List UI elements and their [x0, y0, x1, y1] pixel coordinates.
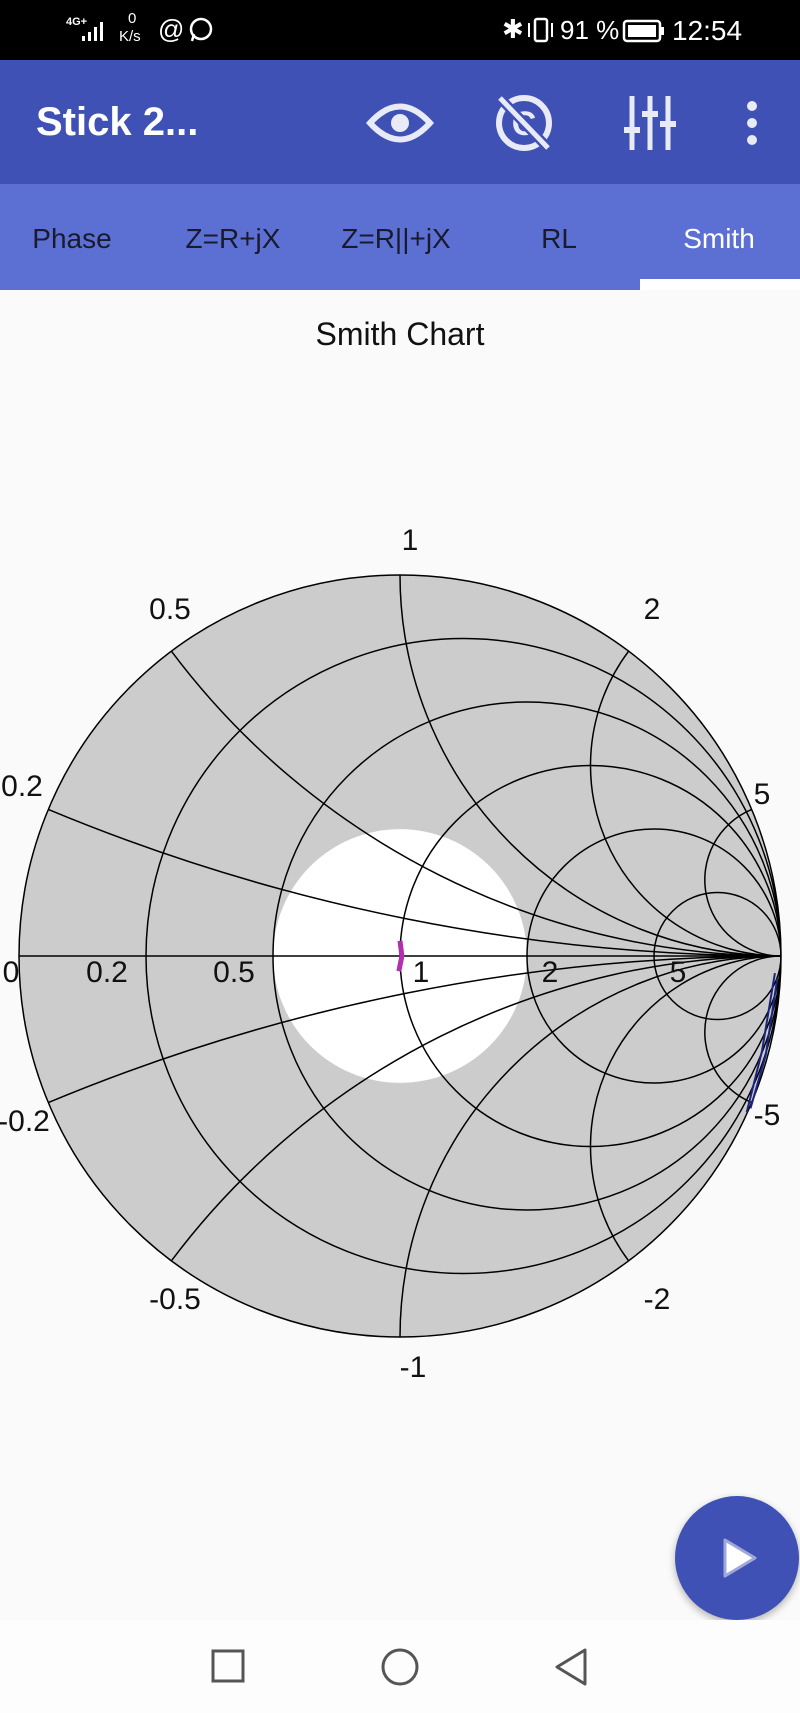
reactance-arc--1 — [399, 955, 781, 1337]
back-triangle-icon[interactable] — [552, 1647, 592, 1687]
reactance-arc-0.2 — [48, 808, 781, 957]
tab-rl[interactable]: RL — [541, 223, 577, 254]
app-bar: Stick 2... C — [0, 60, 800, 184]
eye-icon[interactable] — [366, 98, 434, 148]
chart-title: Smith Chart — [315, 316, 485, 352]
x-label-0.5: 0.5 — [149, 593, 191, 626]
reactance-arc--0.5 — [170, 955, 781, 1262]
reactance-arc--5 — [704, 955, 781, 1104]
resistance-circle-5 — [653, 891, 781, 1021]
resistance-circle-0.2 — [145, 637, 781, 1275]
x-label-neg0.5: -0.5 — [149, 1283, 201, 1316]
at-icon: @ — [158, 14, 185, 44]
r-label-0.5: 0.5 — [213, 956, 255, 989]
reactance-arc-5 — [704, 808, 781, 957]
no-c-icon[interactable]: C — [490, 90, 558, 156]
r-label-5: 5 — [670, 956, 687, 989]
home-circle-icon[interactable] — [380, 1647, 420, 1687]
x-label-neg0.2: -0.2 — [0, 1105, 50, 1138]
tab-bar: Phase Z=R+jX Z=R||+jX RL Smith — [0, 184, 800, 290]
r-label-0: 0 — [3, 956, 20, 989]
x-label-neg1: -1 — [400, 1351, 427, 1384]
battery-icon — [622, 19, 664, 43]
x-label-1: 1 — [402, 524, 419, 557]
recents-square-icon[interactable] — [210, 1648, 246, 1684]
tab-indicator — [640, 279, 800, 290]
x-label-5: 5 — [754, 778, 771, 811]
tab-z-parallel[interactable]: Z=R||+jX — [341, 223, 451, 254]
r-label-2: 2 — [542, 956, 559, 989]
resistance-circle-0.5 — [272, 701, 781, 1211]
reactance-arc--2 — [589, 955, 781, 1262]
reactance-arc-1 — [399, 575, 781, 957]
signal-bars-icon — [82, 22, 103, 41]
tab-z-series[interactable]: Z=R+jX — [185, 223, 281, 254]
signal-icon: 4G+ — [66, 16, 88, 28]
tab-phase[interactable]: Phase — [32, 223, 112, 254]
r-label-1: 1 — [413, 956, 430, 989]
x-label-2: 2 — [644, 593, 661, 626]
bluetooth-icon: ✱ — [502, 14, 524, 44]
nav-bar — [0, 1620, 800, 1713]
more-vert-icon[interactable] — [740, 100, 764, 146]
speed-value: 0 — [128, 10, 137, 27]
vibrate-icon — [528, 17, 553, 43]
reactance-arc--0.2 — [48, 955, 781, 1104]
tab-smith[interactable]: Smith — [683, 223, 755, 254]
status-bar: 4G+ 0 K/s @ ✱ 91 % 12:54 — [0, 0, 800, 60]
speed-unit: K/s — [119, 28, 141, 45]
whatsapp-icon — [189, 17, 213, 42]
r-label-0.2: 0.2 — [86, 956, 128, 989]
sliders-icon[interactable] — [620, 94, 680, 152]
play-button[interactable] — [675, 1496, 799, 1620]
x-label-neg5: -5 — [754, 1099, 781, 1132]
trace-0 — [396, 940, 405, 972]
reactance-arc-2 — [589, 650, 781, 957]
play-icon — [723, 1538, 757, 1578]
x-label-0.2: 0.2 — [1, 770, 43, 803]
trace-2 — [749, 978, 779, 1109]
app-title: Stick 2... — [36, 100, 199, 144]
x-label-neg2: -2 — [644, 1283, 671, 1316]
resistance-circle-2 — [526, 828, 781, 1084]
battery-percent: 91 % — [560, 15, 620, 45]
clock: 12:54 — [672, 15, 743, 46]
reactance-arc-0.5 — [170, 650, 781, 957]
trace-1 — [745, 972, 776, 1113]
